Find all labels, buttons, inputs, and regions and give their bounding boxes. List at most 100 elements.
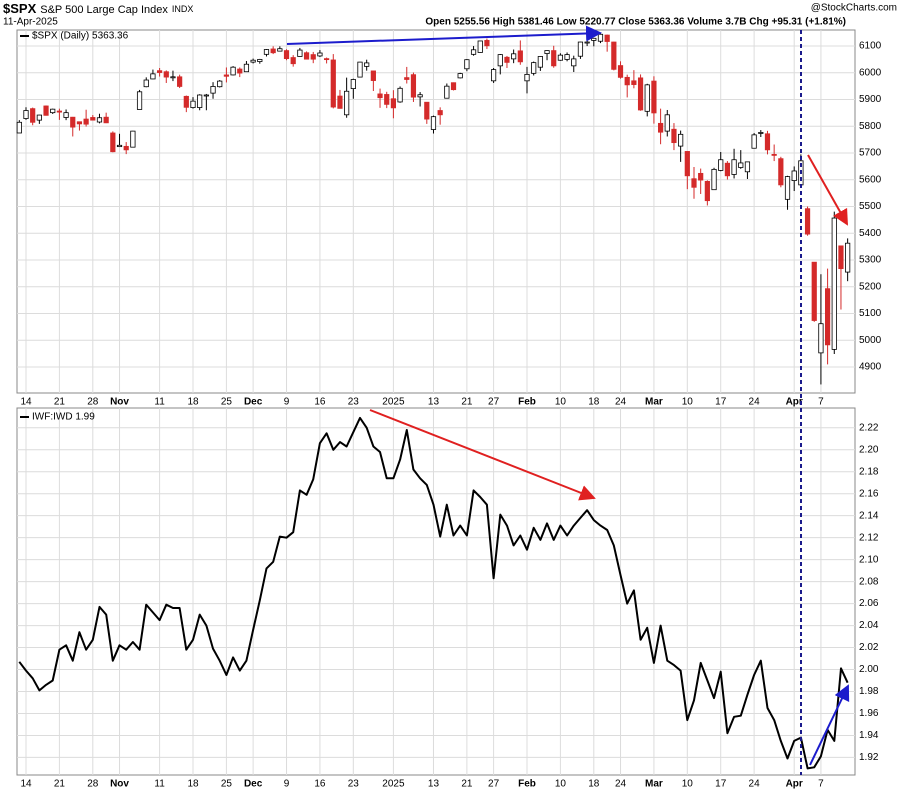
candle-body [364, 62, 370, 67]
candle-body [811, 261, 817, 321]
candle-body [751, 134, 757, 149]
candle-body [283, 50, 290, 60]
quote: Open 5255.56 High 5381.46 Low 5220.77 Cl… [425, 17, 846, 28]
candle-body [511, 53, 517, 60]
candle-body [484, 40, 490, 47]
candle-body [424, 101, 430, 120]
candle-body [16, 121, 22, 134]
candle-body [297, 49, 303, 57]
x-tick-label: 24 [749, 397, 761, 408]
candle-body [203, 94, 209, 97]
y-tick-label: 1.92 [859, 752, 879, 763]
x-tick-label: 16 [314, 397, 326, 408]
candle-body [825, 288, 831, 346]
candle-body [90, 117, 96, 121]
candle-body [110, 132, 116, 153]
candle-body [344, 90, 350, 116]
candle-body [150, 73, 156, 80]
y-tick-label: 2.06 [859, 598, 879, 609]
candle-body [477, 40, 483, 53]
x-tick-label: Nov [110, 397, 129, 408]
x-tick-label: 17 [715, 397, 727, 408]
x-tick-label: 16 [314, 779, 326, 790]
x-tick-label: 21 [461, 397, 473, 408]
candle-body [330, 59, 336, 108]
x-tick-label: 14 [20, 779, 32, 790]
candle-body [597, 33, 604, 42]
y-tick-label: 1.94 [859, 730, 879, 741]
x-tick-label: Mar [645, 779, 663, 790]
candle-body [531, 62, 537, 74]
candle-body [838, 245, 844, 270]
candle-body [691, 178, 697, 188]
candle-body [190, 100, 196, 108]
candle-body [30, 108, 36, 123]
candle-body [250, 59, 256, 63]
candle-body [50, 108, 56, 114]
candle-body [83, 118, 89, 125]
candle-body [43, 105, 49, 116]
candle-body [718, 159, 724, 171]
candle-body [624, 76, 630, 86]
candle-body [397, 87, 403, 103]
x-tick-label: 21 [54, 779, 66, 790]
candle-body [270, 48, 276, 54]
x-tick-label: 18 [187, 779, 199, 790]
candle-body [217, 80, 223, 88]
candle-body [698, 172, 704, 181]
x-tick-label: 13 [428, 397, 440, 408]
price-panel [16, 29, 856, 394]
y-tick-label: 2.08 [859, 576, 879, 587]
exchange: INDX [172, 4, 194, 14]
candle-body [310, 54, 316, 60]
watermark: @StockCharts.com [811, 3, 897, 14]
x-tick-label: Feb [518, 397, 536, 408]
x-tick-label: Dec [244, 779, 263, 790]
y-tick-label: 5700 [859, 148, 882, 159]
candle-body [163, 71, 169, 78]
candle-body [370, 70, 376, 81]
candle-body [76, 121, 83, 125]
arrow [809, 684, 850, 766]
candle-body [631, 80, 637, 85]
x-tick-label: 11 [154, 397, 165, 408]
y-tick-label: 2.04 [859, 620, 879, 631]
y-tick-label: 5600 [859, 174, 882, 185]
candle-body [223, 74, 229, 77]
x-tick-label: 24 [615, 397, 627, 408]
candle-body [210, 86, 216, 94]
candle-body [651, 80, 657, 114]
candle-body [758, 132, 764, 134]
y-tick-label: 2.22 [859, 422, 879, 433]
candle-body [263, 49, 270, 55]
x-tick-label: 18 [588, 779, 600, 790]
candle-body [724, 162, 731, 177]
candle-body [557, 54, 564, 61]
candle-body [731, 159, 737, 175]
candle-body [497, 54, 503, 67]
x-tick-label: 14 [20, 397, 32, 408]
candle-body [156, 70, 163, 73]
y-tick-label: 2.00 [859, 664, 879, 675]
candle-body [377, 93, 383, 99]
candle-body [490, 69, 497, 82]
candle-body [277, 48, 283, 52]
candle-body [671, 128, 677, 144]
date: 11-Apr-2025 [3, 17, 58, 28]
candle-body [70, 116, 76, 128]
candle-body [517, 50, 523, 63]
x-tick-label: 2025 [382, 397, 405, 408]
x-tick-label: 7 [818, 779, 824, 790]
candle-body [778, 158, 784, 186]
candle-body [664, 114, 670, 132]
y-tick-label: 5300 [859, 255, 882, 266]
candle-body [450, 82, 457, 91]
candle-body [537, 56, 543, 68]
candle-body [23, 110, 29, 119]
legend: IWF:IWD 1.99 [32, 412, 95, 423]
x-tick-label: 25 [221, 779, 233, 790]
y-tick-label: 5400 [859, 228, 882, 239]
x-tick-label: Apr [786, 397, 803, 408]
candle-body [36, 114, 42, 121]
